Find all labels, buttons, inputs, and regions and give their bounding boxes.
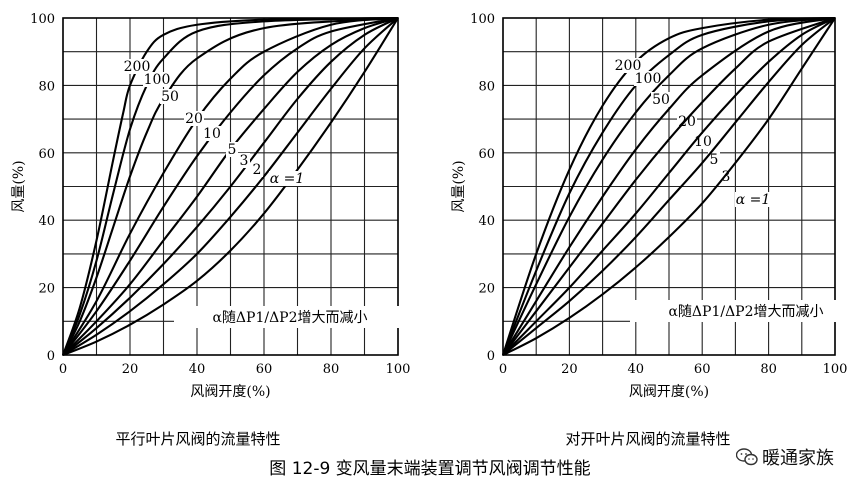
- series-label-bg: [651, 92, 671, 107]
- series-label: α =1: [736, 192, 771, 208]
- annotation-text: α随ΔP1/ΔP2增大而减小: [668, 304, 823, 320]
- series-line: [502, 16, 836, 356]
- series-label: 50: [652, 92, 670, 108]
- x-tick-label: 20: [122, 362, 139, 377]
- y-tick-label: 100: [470, 12, 495, 27]
- y-tick-label: 0: [47, 349, 55, 364]
- y-tick-label: 0: [487, 349, 495, 364]
- series-label-bg: [269, 171, 305, 186]
- y-tick-label: 80: [478, 79, 495, 94]
- series-line: [62, 16, 399, 356]
- series-label: 3: [240, 153, 249, 169]
- x-tick-label: 100: [823, 362, 848, 377]
- series-label: 100: [144, 72, 171, 88]
- figure-caption: 图 12-9 变风量末端装置调节风阀调节性能: [269, 459, 590, 479]
- series-label-bg: [720, 169, 732, 184]
- series-label-bg: [634, 71, 662, 86]
- series-label: 2: [253, 162, 262, 178]
- x-tick-label: 80: [323, 362, 340, 377]
- y-tick-label: 60: [38, 147, 55, 162]
- y-tick-label: 40: [38, 214, 55, 229]
- series-label-bg: [238, 153, 250, 168]
- series-line: [62, 16, 399, 356]
- series-label: 3: [722, 169, 731, 185]
- x-tick-label: 100: [386, 362, 411, 377]
- series-label: 100: [635, 71, 662, 87]
- series-label-bg: [251, 162, 263, 177]
- plot-frame: [62, 17, 399, 356]
- series-label: 50: [161, 89, 179, 105]
- plot-frame: [502, 17, 836, 356]
- chart-title: 对开叶片风阀的流量特性: [565, 430, 730, 448]
- series-label: 5: [228, 142, 237, 158]
- series-label-bg: [184, 111, 204, 126]
- series-label-bg: [160, 89, 180, 104]
- series-label: 10: [203, 126, 221, 142]
- series-label-bg: [143, 72, 171, 87]
- series-line: [62, 17, 399, 356]
- watermark: 暖通家族: [736, 444, 834, 470]
- series-label-bg: [614, 58, 642, 73]
- series-label: α =1: [270, 171, 305, 187]
- series-line: [62, 17, 399, 356]
- y-tick-label: 20: [478, 282, 495, 297]
- y-tick-label: 100: [30, 12, 55, 27]
- x-axis-label: 风阀开度(%): [190, 384, 270, 400]
- series-label-bg: [226, 142, 238, 157]
- y-tick-label: 80: [38, 79, 55, 94]
- series-label-bg: [735, 192, 771, 207]
- series-line: [62, 16, 399, 356]
- y-tick-label: 60: [478, 147, 495, 162]
- y-tick-label: 20: [38, 282, 55, 297]
- x-tick-label: 40: [189, 362, 206, 377]
- chart-left: 0 20 40 60 80 100 0 20 40 60 80 100 风阀开度(%) 风量(%) 平行叶片…: [11, 12, 410, 448]
- series-line: [502, 16, 836, 356]
- y-axis-label: 风量(%): [451, 160, 467, 212]
- x-tick-label: 60: [694, 362, 711, 377]
- series-label-bg: [202, 126, 222, 141]
- x-axis-label: 风阀开度(%): [629, 384, 709, 400]
- chart-title: 平行叶片风阀的流量特性: [115, 430, 280, 448]
- wechat-icon: [736, 448, 758, 466]
- chart-right: 0 20 40 60 80 100 0 20 40 60 80 100 风阀开度(%) 风量(%) 对开叶片…: [451, 12, 860, 448]
- x-tick-label: 40: [628, 362, 645, 377]
- series-label: 200: [124, 59, 151, 75]
- series-label: 10: [694, 134, 712, 150]
- series-label: 20: [678, 114, 696, 130]
- y-axis-label: 风量(%): [11, 160, 27, 212]
- annotation-bg: [630, 300, 860, 322]
- x-tick-label: 60: [256, 362, 273, 377]
- series-label-bg: [123, 59, 151, 74]
- series-label: 20: [185, 111, 203, 127]
- series-line: [502, 17, 836, 356]
- series-line: [62, 17, 399, 356]
- x-tick-label: 0: [499, 362, 507, 377]
- x-tick-label: 80: [760, 362, 777, 377]
- series-line: [502, 16, 836, 356]
- annotation-bg: [174, 306, 406, 328]
- annotation-text: α随ΔP1/ΔP2增大而减小: [212, 310, 367, 326]
- series-line: [502, 17, 836, 356]
- series-label: 5: [710, 152, 719, 168]
- series-label: 200: [615, 58, 642, 74]
- y-tick-label: 40: [478, 214, 495, 229]
- x-tick-label: 20: [561, 362, 578, 377]
- watermark-text: 暖通家族: [762, 448, 834, 469]
- series-line: [502, 17, 836, 356]
- series-line: [502, 17, 836, 356]
- x-tick-label: 0: [59, 362, 67, 377]
- series-label-bg: [708, 152, 720, 167]
